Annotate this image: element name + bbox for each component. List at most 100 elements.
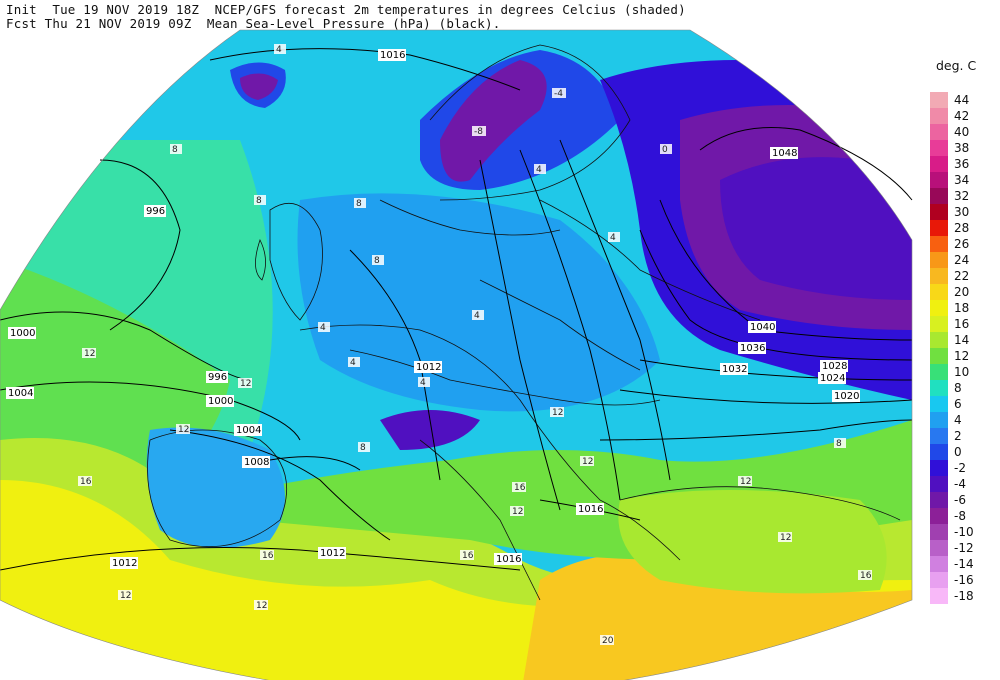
legend-row: 10: [930, 364, 1000, 380]
legend-swatch: [930, 236, 948, 252]
isobar-label-text: 996: [208, 372, 227, 383]
temp-label: 12: [82, 348, 96, 359]
temp-label-text: 8: [374, 256, 380, 266]
legend-row: 16: [930, 316, 1000, 332]
isobar-label-text: 1028: [822, 361, 847, 372]
legend-label: 32: [954, 189, 970, 203]
legend-swatch: [930, 508, 948, 524]
legend-label: 8: [954, 381, 962, 395]
legend-label: 38: [954, 141, 970, 155]
legend-label: -2: [954, 461, 966, 475]
legend-swatch: [930, 252, 948, 268]
legend-label: 44: [954, 93, 970, 107]
legend-label: 10: [954, 365, 970, 379]
temp-label: 12: [254, 600, 268, 611]
legend-swatch: [930, 428, 948, 444]
temp-label-text: 4: [350, 358, 356, 368]
legend-row: 0: [930, 444, 1000, 460]
isobar-label: 996: [206, 371, 228, 383]
temp-label: 4: [274, 44, 286, 55]
isobar-label: 1012: [110, 557, 138, 569]
temp-label-text: 12: [740, 477, 751, 487]
temp-label-text: 8: [172, 145, 178, 155]
isobar-label: 1008: [242, 456, 270, 468]
legend-swatch: [930, 92, 948, 108]
legend-label: -16: [954, 573, 974, 587]
isobar-label-text: 1012: [320, 548, 345, 559]
legend-label: 28: [954, 221, 970, 235]
legend-swatch: [930, 108, 948, 124]
legend-row: 18: [930, 300, 1000, 316]
legend-row: 40: [930, 124, 1000, 140]
temp-label-text: 4: [320, 323, 326, 333]
temp-label: 12: [580, 456, 594, 467]
legend-label: 20: [954, 285, 970, 299]
legend-swatch: [930, 188, 948, 204]
legend-swatch: [930, 524, 948, 540]
isobar-label: 1004: [234, 424, 262, 436]
isobar-label-text: 1000: [10, 328, 35, 339]
temp-label-text: 0: [662, 145, 668, 155]
legend-row: 2: [930, 428, 1000, 444]
legend-swatch: [930, 492, 948, 508]
legend-row: 44: [930, 92, 1000, 108]
legend-row: -8: [930, 508, 1000, 524]
temp-label: 12: [118, 590, 132, 601]
isobar-label-text: 1016: [380, 50, 405, 61]
legend-swatch: [930, 300, 948, 316]
legend-label: 34: [954, 173, 970, 187]
temp-label: -8: [472, 126, 486, 137]
temp-label: 12: [738, 476, 752, 487]
temp-label: 4: [418, 377, 430, 388]
legend-row: -10: [930, 524, 1000, 540]
legend-row: 32: [930, 188, 1000, 204]
temp-label-text: 8: [836, 439, 842, 449]
legend-label: -6: [954, 493, 966, 507]
isobar-label-text: 1012: [416, 362, 441, 373]
legend-label: 42: [954, 109, 970, 123]
isobar-label: 1032: [720, 363, 748, 375]
temp-label-text: 12: [120, 591, 131, 601]
temp-label: 4: [472, 310, 484, 321]
legend-label: 6: [954, 397, 962, 411]
legend-label: 30: [954, 205, 970, 219]
isobar-label-text: 996: [146, 206, 165, 217]
coastlines: [147, 44, 901, 601]
isobar-label: 1036: [738, 342, 766, 354]
temp-label: 8: [372, 255, 384, 266]
legend-label: 40: [954, 125, 970, 139]
isobar-label: 1016: [576, 503, 604, 515]
legend-label: -8: [954, 509, 966, 523]
isobar-label-text: 1008: [244, 457, 269, 468]
isobar-label: 1004: [6, 387, 34, 399]
legend-row: -4: [930, 476, 1000, 492]
temp-label: 4: [318, 322, 330, 333]
temp-label-text: 12: [178, 425, 189, 435]
isobar-label: 1048: [770, 147, 798, 159]
map-frame: [0, 29, 913, 680]
legend-label: -18: [954, 589, 974, 603]
temp-label-text: 12: [84, 349, 95, 359]
temp-label: 8: [834, 438, 846, 449]
temp-label: 12: [238, 378, 252, 389]
temp-label-text: 4: [420, 378, 426, 388]
temp-label: 16: [260, 550, 274, 561]
legend-swatch: [930, 476, 948, 492]
temp-label-text: 16: [860, 571, 872, 581]
legend-row: -2: [930, 460, 1000, 476]
isobar-labels: 1016 996 1000 996 1000 1004 1004 1008 10…: [6, 49, 860, 569]
isobar-label: 1016: [378, 49, 406, 61]
isobar-label-text: 1016: [578, 504, 603, 515]
temp-label-text: 4: [276, 45, 282, 55]
legend-label: 4: [954, 413, 962, 427]
temp-label: 20: [600, 635, 614, 646]
legend-swatch: [930, 140, 948, 156]
temp-label-text: 16: [262, 551, 274, 561]
isobar-label: 1020: [832, 390, 860, 402]
temp-label-text: 8: [356, 199, 362, 209]
temp-label-text: 12: [780, 533, 791, 543]
temp-label: 8: [354, 198, 366, 209]
legend-label: 24: [954, 253, 970, 267]
legend-swatch: [930, 588, 948, 604]
